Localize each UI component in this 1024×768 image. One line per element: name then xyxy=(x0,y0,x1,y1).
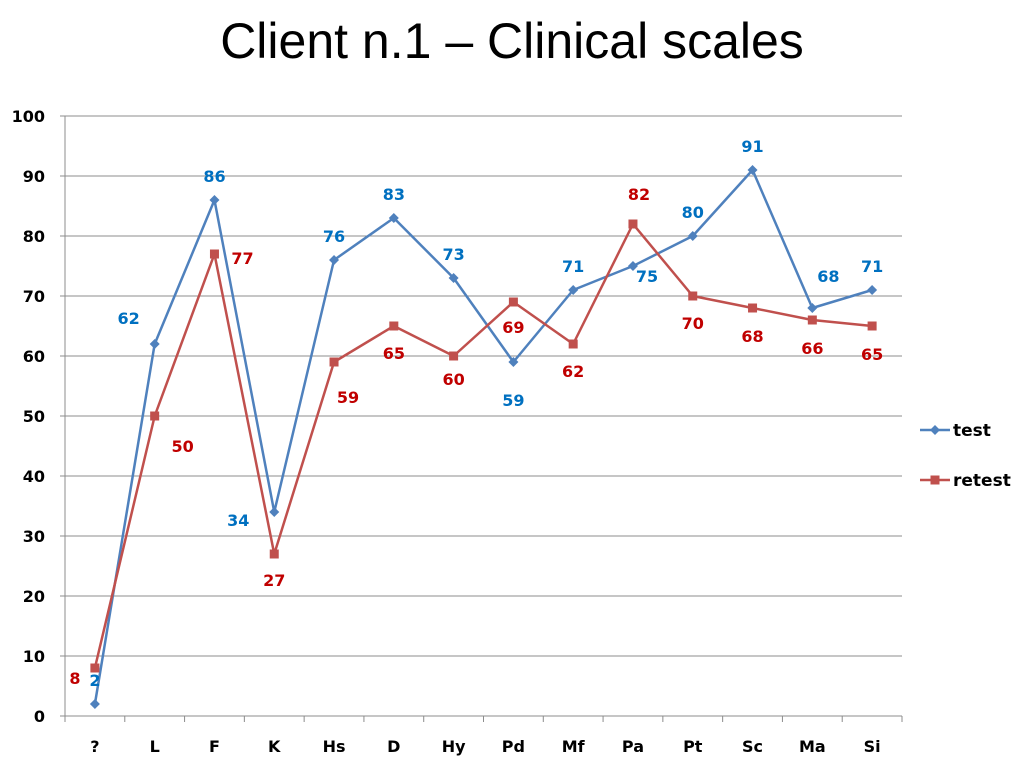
data-labels: 2 62 86 34 76 83 73 59 71 75 80 91 68 71 8 50 77 27 59 65 60… xyxy=(69,137,883,690)
data-point-retest xyxy=(90,663,100,673)
data-label-test: 91 xyxy=(741,137,763,156)
data-label-test: 62 xyxy=(118,309,140,328)
data-point-retest xyxy=(807,315,817,325)
x-tick-label: Si xyxy=(864,737,881,756)
data-label-retest: 68 xyxy=(741,327,763,346)
x-tick-label: F xyxy=(209,737,220,756)
data-point-retest xyxy=(449,351,459,361)
data-label-test: 76 xyxy=(323,227,345,246)
gridlines xyxy=(65,115,902,657)
data-point-retest xyxy=(209,249,219,259)
legend-marker-test xyxy=(930,425,940,435)
data-label-test: 86 xyxy=(203,167,225,186)
data-label-test: 59 xyxy=(502,391,524,410)
data-label-retest: 65 xyxy=(861,345,883,364)
data-label-retest: 27 xyxy=(263,571,285,590)
x-tick-label: L xyxy=(150,737,160,756)
data-label-test: 80 xyxy=(682,203,704,222)
data-point-test xyxy=(89,699,100,709)
y-tick-label: 90 xyxy=(23,167,45,186)
x-tick-label: Pt xyxy=(683,737,703,756)
data-label-test: 2 xyxy=(89,671,100,690)
data-point-retest xyxy=(688,291,698,301)
data-point-test xyxy=(627,261,638,271)
x-tick-label: Hy xyxy=(442,737,466,756)
data-point-retest xyxy=(508,297,518,307)
axes: 0 10 20 30 40 50 60 70 80 90 100? L F K Hs D Hy Pd Mf Pa Pt S… xyxy=(12,107,903,756)
y-tick-label: 20 xyxy=(23,587,45,606)
data-point-retest xyxy=(150,411,160,421)
chart-title: Client n.1 – Clinical scales xyxy=(220,13,804,69)
x-tick-label: Ma xyxy=(799,737,826,756)
data-point-test xyxy=(209,195,220,205)
data-label-retest: 69 xyxy=(502,318,524,337)
x-tick-label: K xyxy=(268,737,281,756)
data-point-retest xyxy=(329,357,339,367)
data-point-test xyxy=(747,165,758,175)
data-label-retest: 70 xyxy=(682,314,704,333)
data-point-test xyxy=(807,303,818,313)
x-tick-label: Mf xyxy=(562,737,586,756)
data-point-retest xyxy=(389,321,399,331)
data-label-test: 68 xyxy=(817,267,839,286)
series-layer xyxy=(89,165,878,709)
data-label-retest: 60 xyxy=(442,370,464,389)
legend: test retest xyxy=(920,421,1011,491)
data-label-test: 83 xyxy=(383,185,405,204)
y-tick-label: 0 xyxy=(34,707,45,726)
x-tick-label: ? xyxy=(90,737,99,756)
data-point-test xyxy=(687,231,698,241)
data-label-test: 71 xyxy=(562,257,584,276)
data-label-retest: 8 xyxy=(69,669,80,688)
x-tick-label: Hs xyxy=(323,737,346,756)
data-point-test xyxy=(329,255,340,265)
y-tick-label: 30 xyxy=(23,527,45,546)
data-label-retest: 82 xyxy=(628,185,650,204)
data-label-test: 73 xyxy=(442,245,464,264)
data-label-retest: 66 xyxy=(801,339,823,358)
data-point-test xyxy=(867,285,878,295)
data-point-retest xyxy=(269,549,279,559)
x-tick-label: Pa xyxy=(622,737,644,756)
legend-label-test: test xyxy=(953,421,991,441)
series-line-retest xyxy=(93,222,873,669)
legend-marker-retest xyxy=(930,475,940,485)
data-point-retest xyxy=(867,321,877,331)
y-tick-label: 40 xyxy=(23,467,45,486)
x-tick-label: Pd xyxy=(502,737,525,756)
data-label-test: 34 xyxy=(227,511,249,530)
series-line-test xyxy=(93,168,873,705)
y-tick-label: 60 xyxy=(23,347,45,366)
data-point-test xyxy=(568,285,579,295)
y-tick-label: 100 xyxy=(12,107,45,126)
y-tick-label: 70 xyxy=(23,287,45,306)
x-tick-label: Sc xyxy=(742,737,763,756)
data-point-test xyxy=(448,273,459,283)
y-tick-label: 50 xyxy=(23,407,45,426)
data-label-retest: 62 xyxy=(562,362,584,381)
data-label-retest: 65 xyxy=(383,344,405,363)
data-point-retest xyxy=(568,339,578,349)
data-point-test xyxy=(508,357,519,367)
data-point-retest xyxy=(628,219,638,229)
x-tick-label: D xyxy=(387,737,400,756)
y-tick-label: 10 xyxy=(23,647,45,666)
legend-label-retest: retest xyxy=(953,471,1011,491)
data-point-retest xyxy=(748,303,758,313)
data-label-retest: 59 xyxy=(337,388,359,407)
data-label-retest: 77 xyxy=(231,249,253,268)
data-label-test: 75 xyxy=(636,267,658,286)
data-point-test xyxy=(149,339,160,349)
data-point-test xyxy=(269,507,280,517)
y-tick-label: 80 xyxy=(23,227,45,246)
data-point-test xyxy=(388,213,399,223)
data-label-test: 71 xyxy=(861,257,883,276)
data-label-retest: 50 xyxy=(172,437,194,456)
